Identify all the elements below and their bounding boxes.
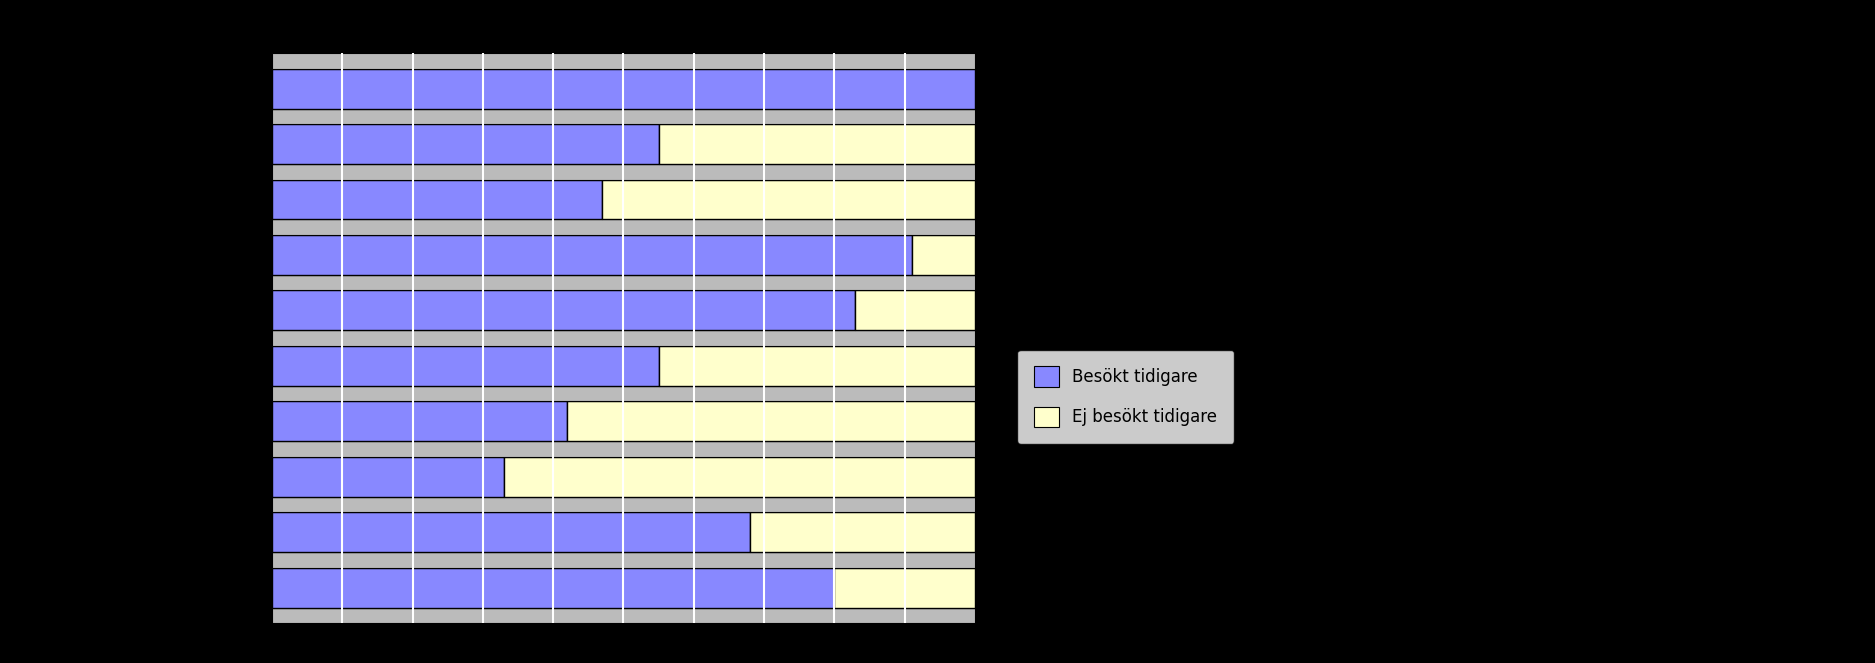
Bar [272, 235, 911, 275]
Bar [750, 512, 975, 552]
Bar [272, 608, 975, 623]
Bar [272, 330, 975, 346]
Bar [855, 290, 975, 330]
Bar [272, 53, 975, 68]
Bar [272, 457, 504, 497]
Bar [272, 497, 975, 512]
Bar [272, 164, 975, 180]
Bar [272, 386, 975, 401]
Bar [272, 568, 834, 608]
Bar [911, 235, 975, 275]
Bar [272, 68, 975, 109]
Bar [272, 290, 855, 330]
Bar [834, 568, 975, 608]
Bar [272, 275, 975, 290]
Bar [272, 109, 975, 124]
Bar [658, 124, 975, 164]
Bar [272, 552, 975, 568]
Bar [566, 401, 975, 442]
Bar [272, 442, 975, 457]
Bar [272, 346, 658, 386]
Bar [272, 180, 602, 219]
Legend: Besökt tidigare, Ej besökt tidigare: Besökt tidigare, Ej besökt tidigare [1018, 350, 1234, 444]
Bar [602, 180, 975, 219]
Bar [658, 346, 975, 386]
Bar [504, 457, 975, 497]
Bar [272, 124, 658, 164]
Bar [272, 512, 750, 552]
Bar [272, 219, 975, 235]
Bar [272, 401, 566, 442]
